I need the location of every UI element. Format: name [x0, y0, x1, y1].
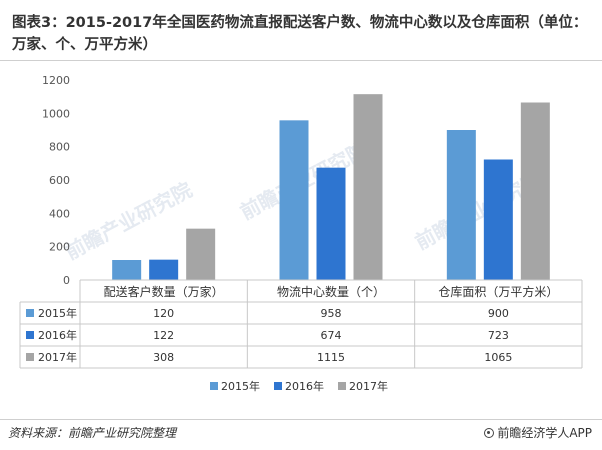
- bar: [483, 159, 513, 280]
- category-label: 配送客户数量（万家）: [104, 284, 224, 299]
- data-value: 723: [488, 329, 509, 342]
- bar: [316, 167, 346, 280]
- category-label: 仓库面积（万平方米）: [438, 284, 558, 299]
- bar: [279, 120, 309, 280]
- y-tick-label: 1200: [42, 74, 70, 87]
- series-name: 2017年: [38, 350, 77, 364]
- data-table: 配送客户数量（万家） 物流中心数量（个） 仓库面积（万平方米） 2015年 120 958…: [19, 279, 583, 369]
- y-axis: 0 200 400 600 800 1000 1200: [42, 74, 70, 287]
- data-value: 122: [153, 329, 174, 342]
- brand-credit: 前瞻经济学人APP: [484, 424, 592, 441]
- bar: [520, 102, 550, 280]
- source-note: 资料来源：前瞻产业研究院整理: [8, 426, 177, 440]
- legend-label: 2016年: [285, 379, 324, 393]
- legend-label: 2015年: [221, 379, 260, 393]
- data-value: 674: [321, 329, 342, 342]
- legend-swatch: [210, 382, 218, 390]
- legend: 2015年 2016年 2017年: [210, 379, 388, 393]
- bar: [112, 260, 142, 280]
- data-value: 120: [153, 307, 174, 320]
- legend-swatch: [274, 382, 282, 390]
- chart: 前瞻产业研究院前瞻产业研究院前瞻产业研究院 020040060080010001…: [19, 74, 583, 393]
- series-name: 2016年: [38, 328, 77, 342]
- bottom-divider: [0, 419, 602, 420]
- data-value: 308: [153, 351, 174, 364]
- y-tick-label: 600: [49, 174, 70, 187]
- legend-swatch: [338, 382, 346, 390]
- y-tick-label: 0: [63, 274, 70, 287]
- data-value: 1065: [484, 351, 512, 364]
- bar: [446, 130, 476, 280]
- y-tick-label: 800: [49, 141, 70, 154]
- y-tick-label: 1000: [42, 107, 70, 120]
- bar: [186, 228, 216, 280]
- legend-label: 2017年: [349, 379, 388, 393]
- top-divider: [0, 60, 602, 61]
- brand-logo-icon: [484, 427, 495, 438]
- y-tick-label: 400: [49, 207, 70, 220]
- y-tick-label: 200: [49, 241, 70, 254]
- watermark-text: 前瞻产业研究院: [61, 177, 196, 264]
- bar: [353, 94, 383, 280]
- data-value: 1115: [317, 351, 345, 364]
- category-label: 物流中心数量（个）: [277, 284, 385, 299]
- data-value: 900: [488, 307, 509, 320]
- brand-label: 前瞻经济学人APP: [497, 426, 592, 440]
- series-name: 2015年: [38, 306, 77, 320]
- chart-title: 图表3：2015-2017年全国医药物流直报配送客户数、物流中心数以及仓库面积（…: [12, 15, 588, 53]
- bar: [149, 259, 179, 280]
- series-swatch: [26, 309, 34, 317]
- series-swatch: [26, 353, 34, 361]
- data-value: 958: [321, 307, 342, 320]
- bars: [112, 94, 550, 280]
- series-swatch: [26, 331, 34, 339]
